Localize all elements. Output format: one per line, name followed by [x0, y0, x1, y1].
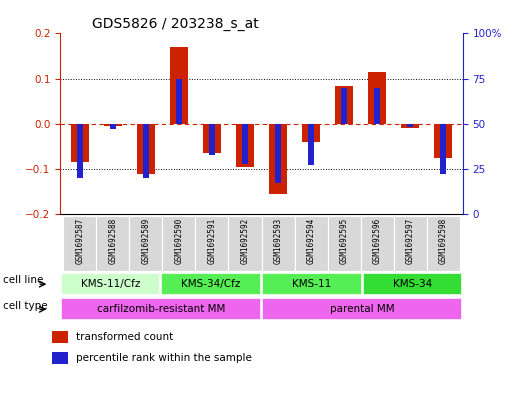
- Bar: [143, 124, 149, 178]
- Bar: [374, 88, 380, 124]
- Text: GSM1692598: GSM1692598: [439, 218, 448, 264]
- Bar: [262, 273, 361, 296]
- Bar: [393, 216, 427, 271]
- Bar: [162, 273, 261, 296]
- Text: GSM1692593: GSM1692593: [274, 218, 282, 264]
- Bar: [170, 47, 188, 124]
- Bar: [308, 124, 314, 165]
- Bar: [275, 124, 281, 184]
- Bar: [176, 79, 182, 124]
- Text: GSM1692597: GSM1692597: [405, 218, 415, 264]
- Bar: [360, 216, 393, 271]
- Text: parental MM: parental MM: [330, 304, 394, 314]
- Text: percentile rank within the sample: percentile rank within the sample: [76, 353, 252, 363]
- Bar: [71, 124, 89, 162]
- Bar: [341, 88, 347, 124]
- Bar: [77, 124, 83, 178]
- Bar: [51, 331, 69, 343]
- Text: GDS5826 / 203238_s_at: GDS5826 / 203238_s_at: [93, 17, 259, 31]
- Bar: [327, 216, 360, 271]
- Text: cell type: cell type: [3, 301, 48, 310]
- Bar: [61, 273, 160, 296]
- Text: KMS-34/Cfz: KMS-34/Cfz: [181, 279, 241, 289]
- Text: KMS-11: KMS-11: [292, 279, 332, 289]
- Bar: [61, 298, 261, 321]
- Bar: [363, 273, 462, 296]
- Bar: [236, 124, 254, 167]
- Bar: [104, 124, 122, 126]
- Bar: [51, 352, 69, 364]
- Bar: [294, 216, 327, 271]
- Bar: [110, 124, 116, 129]
- Bar: [96, 216, 130, 271]
- Text: GSM1692594: GSM1692594: [306, 218, 315, 264]
- Text: KMS-34: KMS-34: [393, 279, 432, 289]
- Bar: [434, 124, 452, 158]
- Bar: [262, 216, 294, 271]
- Bar: [203, 124, 221, 153]
- Bar: [302, 124, 320, 142]
- Bar: [368, 72, 386, 124]
- Bar: [229, 216, 262, 271]
- Text: GSM1692595: GSM1692595: [339, 218, 348, 264]
- Text: GSM1692590: GSM1692590: [175, 218, 184, 264]
- Text: GSM1692589: GSM1692589: [141, 218, 151, 264]
- Text: transformed count: transformed count: [76, 332, 173, 342]
- Bar: [209, 124, 215, 154]
- Bar: [440, 124, 446, 174]
- Text: cell line: cell line: [3, 275, 43, 285]
- Bar: [401, 124, 419, 128]
- Text: GSM1692596: GSM1692596: [372, 218, 382, 264]
- Bar: [269, 124, 287, 194]
- Bar: [407, 124, 413, 127]
- Text: carfilzomib-resistant MM: carfilzomib-resistant MM: [97, 304, 225, 314]
- Text: GSM1692592: GSM1692592: [241, 218, 249, 264]
- Bar: [196, 216, 229, 271]
- Text: GSM1692587: GSM1692587: [75, 218, 84, 264]
- Bar: [427, 216, 460, 271]
- Bar: [163, 216, 196, 271]
- Bar: [335, 86, 353, 124]
- Text: KMS-11/Cfz: KMS-11/Cfz: [81, 279, 140, 289]
- Bar: [262, 298, 462, 321]
- Text: GSM1692588: GSM1692588: [108, 218, 118, 264]
- Bar: [242, 124, 248, 163]
- Bar: [130, 216, 163, 271]
- Bar: [137, 124, 155, 174]
- Text: GSM1692591: GSM1692591: [208, 218, 217, 264]
- Bar: [63, 216, 96, 271]
